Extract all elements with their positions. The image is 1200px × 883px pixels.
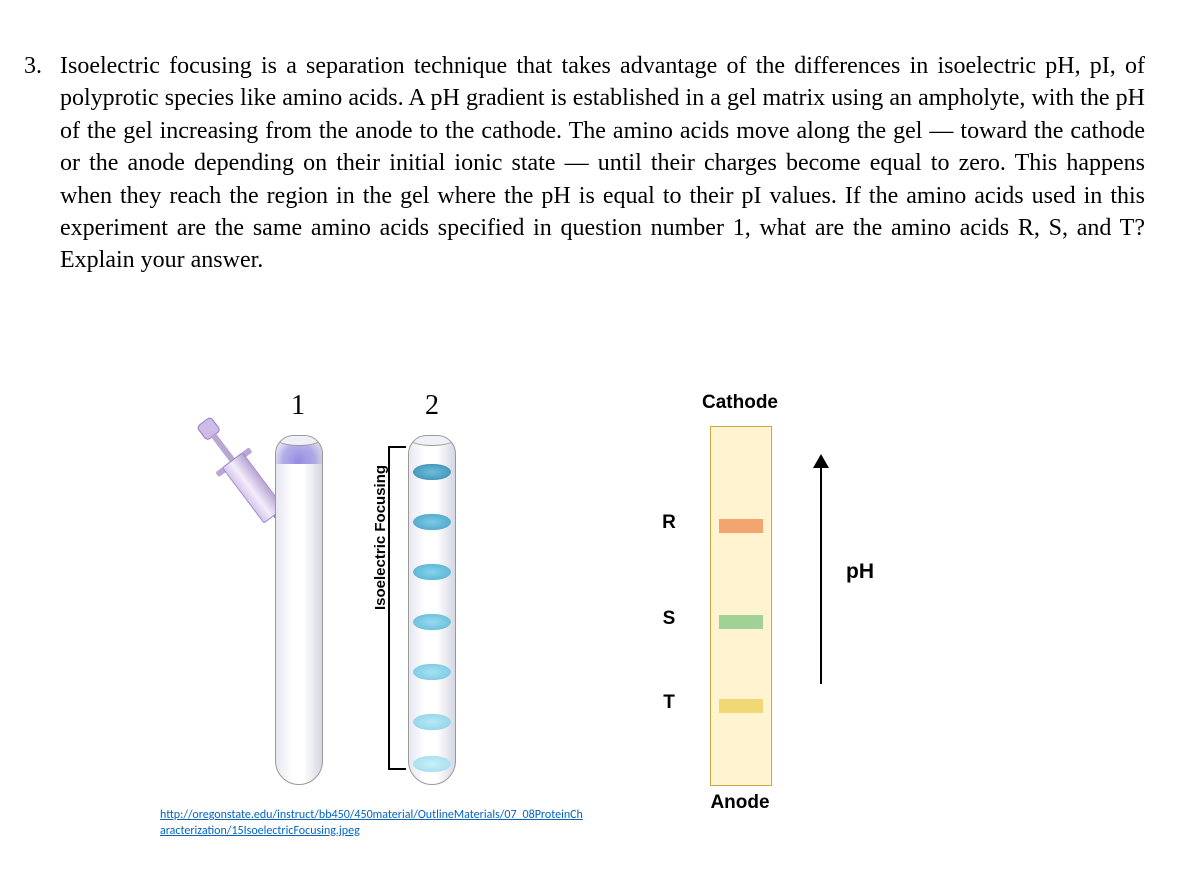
source-line2: aracterization/15IsoelectricFocusing.jpe… xyxy=(160,824,360,838)
bracket xyxy=(388,446,406,770)
gel-strip xyxy=(710,426,772,786)
source-line1: http://oregonstate.edu/instruct/bb450/45… xyxy=(160,808,583,822)
band-label-r: R xyxy=(654,512,684,534)
ph-arrow-head-icon xyxy=(813,454,829,468)
tube-after xyxy=(408,435,456,785)
source-link[interactable]: http://oregonstate.edu/instruct/bb450/45… xyxy=(160,808,583,839)
question-number: 3. xyxy=(20,50,42,84)
band-label-s: S xyxy=(654,608,684,630)
tube-before xyxy=(275,435,323,785)
bracket-label: Isoelectric Focusing xyxy=(372,465,389,610)
ph-arrow xyxy=(820,462,822,684)
step-1-label: 1 xyxy=(278,390,318,422)
gel-band-t xyxy=(719,699,763,713)
gel-band-r xyxy=(719,519,763,533)
gel-band-s xyxy=(719,615,763,629)
ph-label: pH xyxy=(846,560,874,584)
step-2-label: 2 xyxy=(412,390,452,422)
question-text: Isoelectric focusing is a separation tec… xyxy=(60,50,1145,277)
figure: 1 2 Isoelectric Focusing Cathode R S T xyxy=(160,360,900,850)
band-label-t: T xyxy=(654,692,684,714)
anode-label: Anode xyxy=(700,792,780,814)
cathode-label: Cathode xyxy=(700,392,780,414)
